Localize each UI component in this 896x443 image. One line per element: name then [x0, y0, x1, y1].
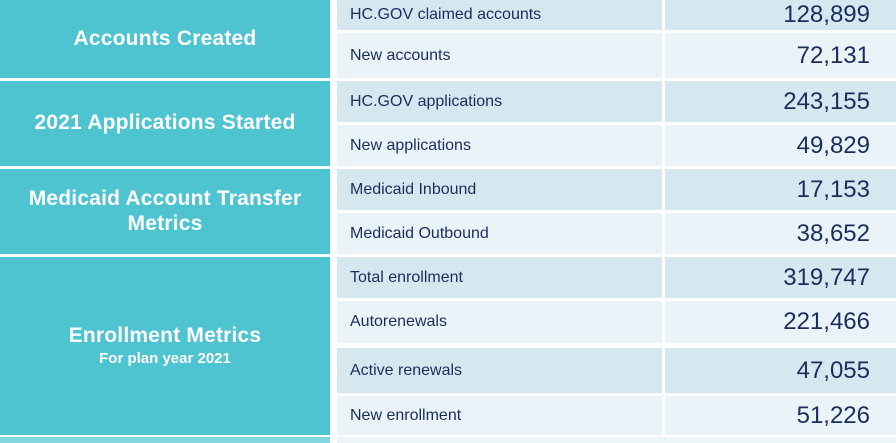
- table-row: Autorenewals 221,466: [337, 301, 896, 343]
- section-header-cell: Medicaid Account Transfer Metrics: [0, 169, 330, 254]
- metric-value: 319,747: [665, 257, 896, 298]
- metric-rows-column: HC.GOV claimed accounts 128,899 New acco…: [337, 0, 896, 443]
- section-title: Medicaid Account Transfer Metrics: [28, 186, 302, 235]
- section-title: 2021 Applications Started: [34, 111, 296, 135]
- section-header-cell: Enrollment Metrics For plan year 2021: [0, 257, 330, 435]
- metric-value: 221,466: [665, 301, 896, 343]
- metric-value: 128,899: [665, 0, 896, 30]
- table-row: Total enrollment 319,747: [337, 257, 896, 298]
- metric-value: 38,652: [665, 213, 896, 254]
- metric-value: 17,153: [665, 169, 896, 210]
- table-row: HC.GOV applications 243,155: [337, 81, 896, 122]
- table-row: HC.GOV claimed accounts 128,899: [337, 0, 896, 30]
- metric-label: Active renewals: [337, 348, 662, 393]
- section-header-cell: Accounts Created: [0, 0, 330, 78]
- section-subtitle: For plan year 2021: [99, 350, 231, 368]
- cropped-next-row-strip: [337, 437, 896, 443]
- table-row: Medicaid Outbound 38,652: [337, 213, 896, 254]
- metric-label: New enrollment: [337, 396, 662, 435]
- metric-label: HC.GOV claimed accounts: [337, 0, 662, 30]
- section-title: Accounts Created: [73, 26, 257, 50]
- section-header-cell: 2021 Applications Started: [0, 81, 330, 166]
- metric-value: 51,226: [665, 396, 896, 435]
- metric-label: Medicaid Outbound: [337, 213, 662, 254]
- section-header-column: Accounts Created 2021 Applications Start…: [0, 0, 330, 443]
- metric-label: Autorenewals: [337, 301, 662, 343]
- table-row: Active renewals 47,055: [337, 348, 896, 393]
- table-row: New accounts 72,131: [337, 33, 896, 78]
- metric-label: HC.GOV applications: [337, 81, 662, 122]
- table-row: New applications 49,829: [337, 125, 896, 166]
- metric-value: 47,055: [665, 348, 896, 393]
- metric-label: New applications: [337, 125, 662, 166]
- metric-label: Medicaid Inbound: [337, 169, 662, 210]
- section-title: Enrollment Metrics: [68, 323, 262, 347]
- metric-value: 243,155: [665, 81, 896, 122]
- table-row: New enrollment 51,226: [337, 396, 896, 435]
- table-row: Medicaid Inbound 17,153: [337, 169, 896, 210]
- metric-label: Total enrollment: [337, 257, 662, 298]
- metric-value: 72,131: [665, 33, 896, 78]
- cropped-next-section-strip: [0, 437, 330, 443]
- metric-value: 49,829: [665, 125, 896, 166]
- metric-label: New accounts: [337, 33, 662, 78]
